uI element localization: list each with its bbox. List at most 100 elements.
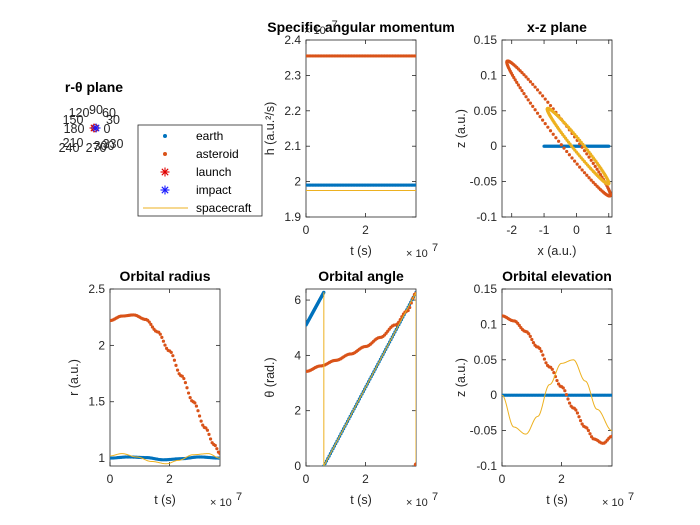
polar-angle-label: 30 — [106, 113, 120, 127]
series-asteroid-point — [182, 376, 186, 381]
series-asteroid-point — [524, 75, 528, 79]
legend-label: launch — [196, 165, 231, 179]
series-asteroid-point — [580, 168, 584, 172]
series-asteroid-point — [548, 129, 553, 133]
y-tick-label: -0.1 — [476, 210, 497, 224]
series-asteroid-point — [531, 341, 536, 345]
legend-asterisk-impact-stroke — [161, 186, 169, 194]
series-asteroid-point — [158, 332, 162, 336]
legend-dot-asteroid — [163, 152, 167, 156]
y-tick-label: -0.05 — [470, 424, 498, 438]
series-asteroid-point — [582, 171, 587, 175]
x-exponent-power: 7 — [628, 491, 634, 503]
series-asteroid-point — [160, 335, 164, 339]
series-asteroid-point — [557, 139, 561, 143]
series-asteroid-point — [555, 378, 559, 383]
series-asteroid-point — [543, 97, 547, 101]
series-asteroid-point — [567, 153, 571, 157]
series-asteroid-point — [580, 422, 584, 426]
series-asteroid-point — [513, 78, 517, 82]
series-asteroid-point — [598, 173, 603, 177]
series-asteroid-point — [567, 401, 572, 405]
x-tick-label: 2 — [362, 223, 369, 237]
series-asteroid-point — [541, 118, 545, 122]
series-asteroid-point — [208, 437, 213, 441]
series-earth-point — [414, 183, 416, 187]
series-asteroid-point — [595, 167, 599, 171]
series-asteroid-point — [204, 426, 208, 430]
legend-label: spacecraft — [196, 201, 252, 215]
y-tick-label: 0 — [294, 459, 301, 473]
legend-dot-earth — [163, 134, 167, 138]
series-asteroid-point — [531, 104, 535, 109]
plot-area — [110, 313, 220, 465]
y-tick-label: 0 — [490, 388, 497, 402]
plot-area — [306, 54, 416, 191]
series-spacecraft-line — [110, 453, 220, 465]
series-asteroid-point — [197, 414, 202, 418]
series-asteroid-point — [526, 77, 530, 81]
series-asteroid-point — [582, 148, 587, 153]
series-asteroid-point — [406, 308, 410, 313]
y-tick-label: 2 — [294, 175, 301, 189]
series-asteroid-point — [194, 404, 199, 408]
series-asteroid-point — [175, 368, 180, 372]
y-tick-label: 1 — [98, 451, 105, 465]
x-tick-label: -1 — [539, 223, 550, 237]
series-asteroid-point — [538, 346, 542, 351]
series-asteroid-point — [413, 462, 416, 466]
series-asteroid-point — [585, 173, 589, 177]
series-asteroid-point — [186, 391, 191, 395]
series-asteroid-point — [587, 176, 591, 180]
series-asteroid-point — [573, 159, 577, 163]
plot-area — [505, 59, 612, 198]
legend-asterisk-impact — [160, 185, 170, 195]
series-asteroid-point — [515, 80, 519, 84]
series-asteroid-point — [546, 100, 550, 104]
y-tick-label: 1.5 — [88, 395, 105, 409]
series-asteroid-point — [541, 94, 545, 98]
series-asteroid-point — [518, 86, 522, 90]
y-tick-label: 2 — [98, 338, 105, 352]
series-asteroid-point — [180, 374, 184, 378]
y-exponent-power: -7 — [328, 19, 338, 31]
series-asteroid-point — [538, 91, 542, 95]
series-asteroid-point — [578, 165, 582, 169]
x-tick-label: 0 — [303, 472, 310, 486]
x-tick-label: 0 — [573, 223, 580, 237]
series-asteroid-point — [574, 408, 578, 412]
subplot-theta: 0 2 0 2 4 6 Orbital angle t (s) θ (rad.) × 10 7 — [263, 268, 438, 509]
series-asteroid-point — [163, 343, 167, 347]
series-asteroid-point — [586, 428, 591, 433]
series-asteroid-point — [550, 367, 554, 371]
impact-marker-stroke — [92, 124, 100, 132]
x-tick-label: 0 — [303, 223, 310, 237]
series-asteroid-point — [589, 158, 593, 162]
series-asteroid-point — [414, 54, 416, 58]
plot-area — [502, 314, 612, 445]
series-asteroid-point — [587, 155, 591, 159]
y-tick-label: 4 — [294, 348, 301, 362]
subplot-title: Orbital radius — [119, 268, 210, 284]
y-tick-label: 0.15 — [474, 33, 498, 47]
series-asteroid-point — [527, 332, 531, 336]
y-tick-label: 2.3 — [284, 68, 301, 82]
y-tick-label: 0.05 — [474, 104, 498, 118]
series-asteroid-point — [564, 393, 569, 397]
series-earth-point — [610, 393, 612, 397]
series-asteroid-point — [169, 350, 173, 355]
legend-asterisk-launch-stroke — [161, 168, 169, 176]
series-asteroid-point — [565, 149, 569, 154]
subplot-title: Specific angular momentum — [267, 19, 454, 35]
subplot-title: Orbital elevation — [502, 268, 612, 284]
polar-angle-label: 150 — [63, 113, 84, 127]
series-asteroid-point — [522, 92, 526, 96]
series-asteroid-point — [150, 325, 155, 329]
polar-angle-label: 90 — [89, 103, 103, 117]
y-axis-label: z (a.u.) — [454, 109, 468, 148]
x-exponent-power: 7 — [432, 491, 438, 503]
y-exponent: × 10 — [304, 25, 326, 37]
series-asteroid-point — [213, 443, 217, 448]
